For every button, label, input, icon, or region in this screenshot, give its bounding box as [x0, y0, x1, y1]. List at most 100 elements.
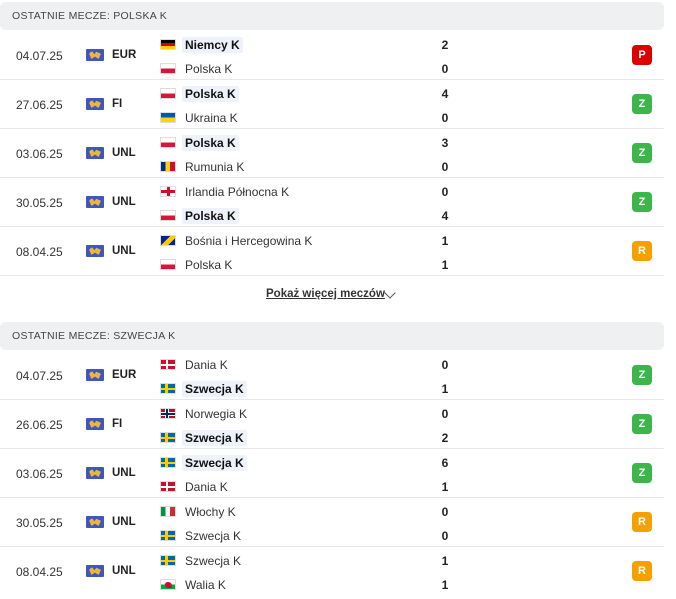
match-row[interactable]: 08.04.25 UNL Bośnia i Hercegowina K Pols…: [0, 227, 664, 276]
away-team-name: Polska K: [185, 258, 233, 272]
sweden-flag-icon: [160, 457, 176, 468]
chevron-down-icon[interactable]: [384, 287, 396, 299]
competition-name: UNL: [112, 196, 136, 208]
world-competition-icon: [86, 196, 104, 208]
away-team-name: Szwecja K: [182, 381, 247, 397]
competition-name: UNL: [112, 245, 136, 257]
home-team: Polska K: [160, 85, 460, 103]
home-team: Dania K: [160, 356, 460, 374]
home-score: 2: [441, 38, 449, 52]
home-team-name: Norwegia K: [185, 407, 248, 421]
world-competition-icon: [86, 49, 104, 61]
competition-name: UNL: [112, 516, 136, 528]
away-team-name: Rumunia K: [185, 160, 245, 174]
competition-name: EUR: [112, 49, 137, 61]
competition-name: FI: [112, 98, 123, 110]
match-row[interactable]: 04.07.25 EUR Niemcy K Polska K 2 0 P: [0, 31, 664, 80]
home-score: 3: [441, 136, 449, 150]
sweden-flag-icon: [160, 383, 176, 394]
match-row[interactable]: 04.07.25 EUR Dania K Szwecja K 0 1 Z: [0, 351, 664, 400]
sweden-flag-icon: [160, 530, 176, 541]
show-more-matches-link[interactable]: Pokaż więcej meczów: [266, 288, 385, 300]
away-score: 1: [441, 480, 449, 494]
home-score: 0: [441, 407, 449, 421]
competition-name: FI: [112, 418, 123, 430]
home-team: Norwegia K: [160, 405, 460, 423]
match-date: 08.04.25: [16, 245, 63, 259]
world-competition-icon: [86, 98, 104, 110]
competition-name: EUR: [112, 369, 137, 381]
home-team-name: Bośnia i Hercegowina K: [185, 234, 313, 248]
match-row[interactable]: 08.04.25 UNL Szwecja K Walia K 1 1 R: [0, 547, 664, 596]
home-team-name: Szwecja K: [182, 455, 247, 471]
home-team: Bośnia i Hercegowina K: [160, 232, 460, 250]
denmark-flag-icon: [160, 359, 176, 370]
poland-flag-icon: [160, 88, 176, 99]
away-team-name: Szwecja K: [182, 430, 247, 446]
poland-flag-icon: [160, 259, 176, 270]
away-score: 0: [441, 62, 449, 76]
home-team-name: Polska K: [182, 86, 239, 102]
away-team: Walia K: [160, 576, 460, 594]
away-score: 0: [441, 529, 449, 543]
away-team: Dania K: [160, 478, 460, 496]
home-team-name: Włochy K: [185, 505, 236, 519]
home-score: 6: [441, 456, 449, 470]
home-score: 0: [441, 358, 449, 372]
away-team-name: Walia K: [185, 578, 226, 592]
home-team: Irlandia Północna K: [160, 183, 460, 201]
result-badge-win: Z: [632, 143, 652, 163]
match-date: 04.07.25: [16, 49, 63, 63]
match-row[interactable]: 30.05.25 UNL Irlandia Północna K Polska …: [0, 178, 664, 227]
home-team-name: Niemcy K: [182, 37, 243, 53]
home-team: Polska K: [160, 134, 460, 152]
world-competition-icon: [86, 467, 104, 479]
match-row[interactable]: 03.06.25 UNL Polska K Rumunia K 3 0 Z: [0, 129, 664, 178]
home-team-name: Szwecja K: [185, 554, 242, 568]
sweden-flag-icon: [160, 555, 176, 566]
bosnia-flag-icon: [160, 235, 176, 246]
away-team-name: Polska K: [185, 62, 233, 76]
section-header-szwecja: OSTATNIE MECZE: SZWECJA K: [0, 322, 664, 350]
home-team-name: Polska K: [182, 135, 239, 151]
result-badge-win: Z: [632, 365, 652, 385]
section-header-polska: OSTATNIE MECZE: POLSKA K: [0, 2, 664, 30]
away-team-name: Polska K: [182, 208, 239, 224]
away-score: 1: [441, 382, 449, 396]
home-score: 0: [441, 185, 449, 199]
world-competition-icon: [86, 516, 104, 528]
home-team-name: Irlandia Północna K: [185, 185, 290, 199]
world-competition-icon: [86, 147, 104, 159]
competition-name: UNL: [112, 467, 136, 479]
home-team-name: Dania K: [185, 358, 228, 372]
world-competition-icon: [86, 245, 104, 257]
match-row[interactable]: 03.06.25 UNL Szwecja K Dania K 6 1 Z: [0, 449, 664, 498]
result-badge-win: Z: [632, 94, 652, 114]
match-row[interactable]: 27.06.25 FI Polska K Ukraina K 4 0 Z: [0, 80, 664, 129]
home-team: Niemcy K: [160, 36, 460, 54]
competition-name: UNL: [112, 565, 136, 577]
world-competition-icon: [86, 418, 104, 430]
away-team-name: Dania K: [185, 480, 228, 494]
result-badge-win: Z: [632, 192, 652, 212]
poland-flag-icon: [160, 210, 176, 221]
away-team-name: Szwecja K: [185, 529, 242, 543]
match-date: 03.06.25: [16, 467, 63, 481]
away-score: 2: [441, 431, 449, 445]
match-date: 27.06.25: [16, 98, 63, 112]
result-badge-draw: R: [632, 512, 652, 532]
italy-flag-icon: [160, 506, 176, 517]
away-team: Polska K: [160, 207, 460, 225]
away-score: 4: [441, 209, 449, 223]
home-score: 4: [441, 87, 449, 101]
match-row[interactable]: 30.05.25 UNL Włochy K Szwecja K 0 0 R: [0, 498, 664, 547]
away-team: Szwecja K: [160, 380, 460, 398]
match-date: 30.05.25: [16, 516, 63, 530]
away-team-name: Ukraina K: [185, 111, 238, 125]
result-badge-loss: P: [632, 45, 652, 65]
match-row[interactable]: 26.06.25 FI Norwegia K Szwecja K 0 2 Z: [0, 400, 664, 449]
match-date: 30.05.25: [16, 196, 63, 210]
away-team: Ukraina K: [160, 109, 460, 127]
wales-flag-icon: [160, 579, 176, 590]
home-score: 1: [441, 234, 449, 248]
